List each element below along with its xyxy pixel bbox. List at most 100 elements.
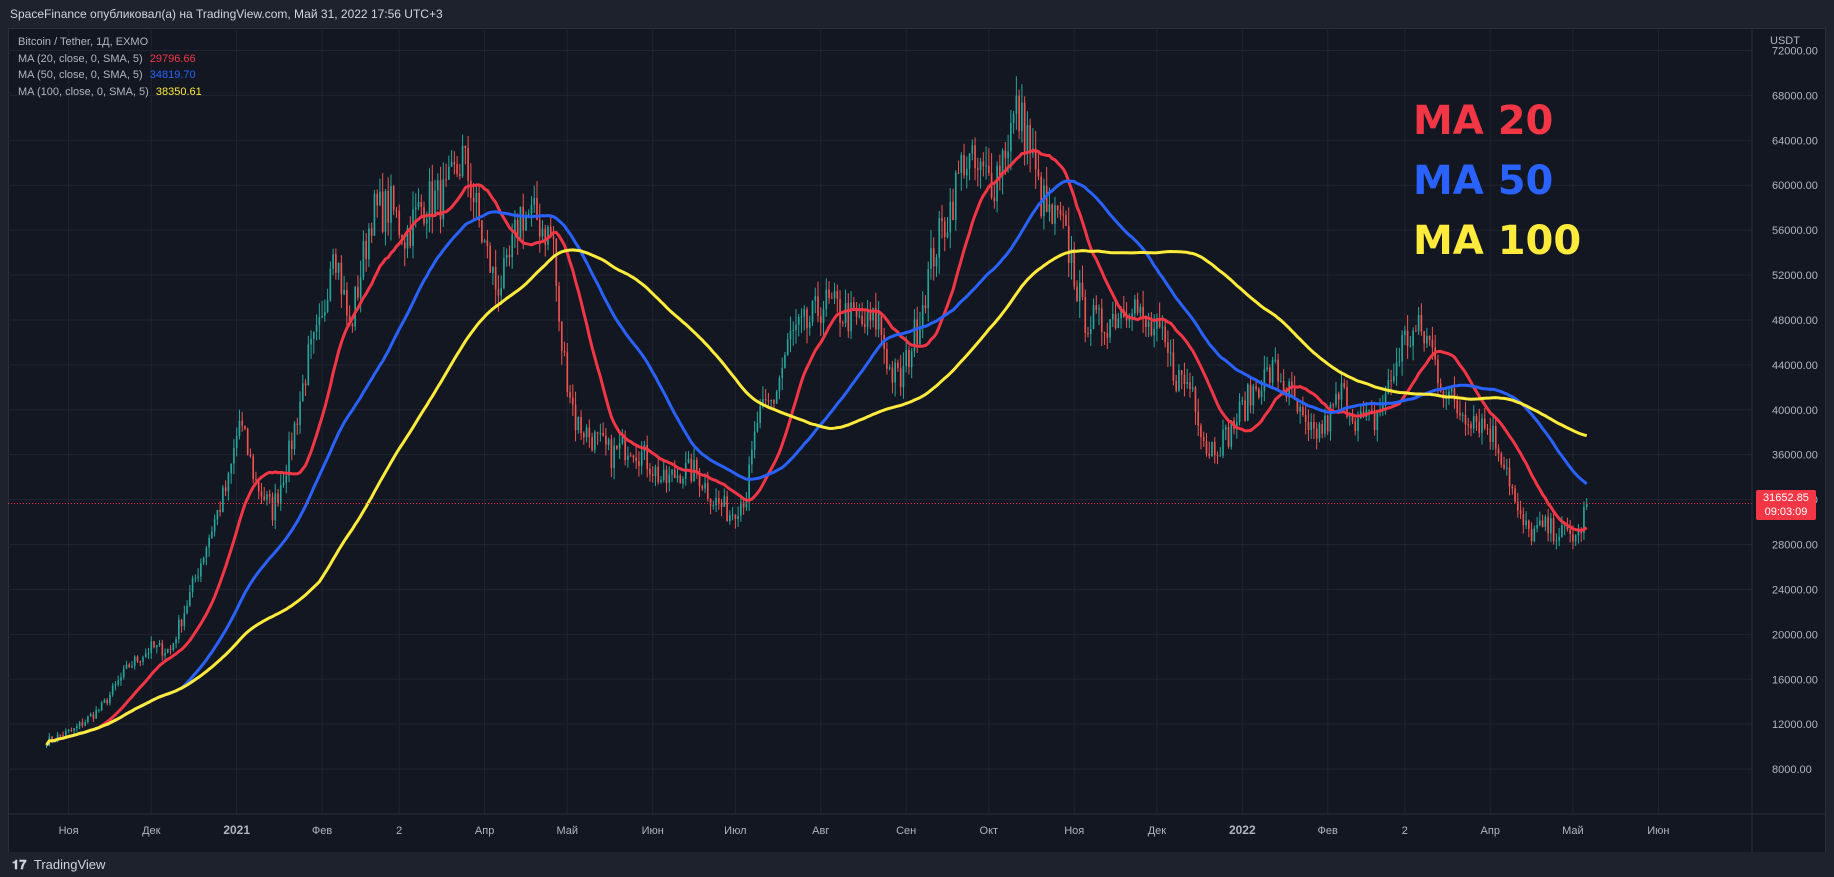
candle-body [668,474,671,483]
legend-ma100[interactable]: MA (100, close, 0, SMA, 5) 38350.61 [18,84,202,101]
candle-body [453,161,456,165]
candle-body [549,226,552,237]
price-chart[interactable]: 8000.00 12000.00 16000.00 20000.00 24000.00 2… [8,28,1826,854]
candle-body [392,186,395,211]
candle-body [671,469,673,475]
candle-body [577,417,580,431]
candle-body [1332,404,1335,406]
candle-body [376,193,379,206]
candle-body [762,399,764,407]
candle-body [1558,536,1560,541]
candle-body [701,486,704,489]
candle-body [822,309,825,324]
candle-body [459,174,461,176]
candle-body [930,248,932,270]
candle-body [153,641,155,648]
candle-body [500,288,502,296]
candle-body [563,351,566,353]
candle-body [315,325,318,332]
candle-body [828,289,830,298]
candle-body [365,240,367,260]
candle-body [89,714,92,717]
candle-body [1453,388,1456,401]
candle-body [599,433,602,435]
candle-body [109,694,111,704]
publisher-text: SpaceFinance опубликовал(а) на TradingVi… [10,7,443,21]
candle-body [1415,330,1417,332]
candle-body [1078,282,1081,302]
candle-body [717,498,720,503]
candle-body [51,736,53,741]
candle-body [1145,317,1147,328]
candle-body [751,449,753,465]
tradingview-logo-icon[interactable]: 𝟏𝟕 [12,857,27,872]
candle-body [472,197,475,203]
candle-body [1191,387,1194,390]
candle-body [216,509,219,520]
candle-body [301,383,304,402]
candle-body [850,302,852,332]
ma-line-100 [45,248,1588,746]
candle-body [478,192,480,221]
candle-body [470,180,472,198]
y-tick-label: 64000.00 [1772,135,1818,147]
candle-body [902,366,905,388]
candle-body [1577,530,1580,536]
candle-body [186,605,188,614]
candle-body [1533,528,1536,542]
candle-body [734,514,737,519]
candle-body [1547,516,1549,534]
legend-ma50[interactable]: MA (50, close, 0, SMA, 5) 34819.70 [18,67,202,84]
legend-symbol[interactable]: Bitcoin / Tether, 1Д, EXMO [18,34,202,51]
candle-body [1167,342,1169,353]
candle-body [169,648,172,650]
candle-body [219,509,221,512]
candle-body [266,494,268,500]
candle-body [161,643,164,656]
candle-body [965,168,968,176]
candle-body [682,478,684,484]
candle-body [1321,423,1324,434]
candle-body [924,305,927,309]
candle-body [1472,416,1475,429]
candle-body [1120,309,1122,319]
candle-body [194,577,197,579]
candle-body [935,257,938,267]
candle-body [1001,150,1004,177]
candle-body [1197,411,1200,426]
candle-body [1026,125,1029,152]
candle-body [558,285,560,322]
candle-body [1208,453,1211,457]
candle-body [886,348,888,369]
candle-body [1070,248,1073,263]
footer-brand[interactable]: TradingView [33,857,106,872]
candle-body [1161,326,1164,328]
candle-body [1409,345,1412,347]
bar-countdown: 09:03:09 [1764,506,1808,519]
candle-body [976,168,979,170]
candle-body [200,563,202,577]
candle-body [833,291,836,299]
candlestick-series [45,76,1588,749]
candle-body [180,619,183,627]
publisher-bar: SpaceFinance опубликовал(а) на TradingVi… [0,0,1834,28]
chart-frame[interactable] [8,28,1826,854]
moving-average-lines [45,149,1588,746]
candle-body [1147,321,1150,328]
candle-body [257,480,260,492]
candle-body [954,172,957,220]
candle-body [792,330,795,332]
candle-body [905,349,908,367]
candle-body [1393,375,1395,382]
candle-body [536,197,538,220]
candle-body [594,432,596,451]
candle-body [974,145,976,169]
candle-body [640,451,643,466]
legend-ma20[interactable]: MA (20, close, 0, SMA, 5) 29796.66 [18,51,202,68]
candle-body [494,266,497,290]
candle-body [1274,359,1277,361]
candle-body [891,367,894,383]
candle-body [1406,330,1409,347]
candle-body [916,319,919,345]
candle-body [649,468,651,475]
